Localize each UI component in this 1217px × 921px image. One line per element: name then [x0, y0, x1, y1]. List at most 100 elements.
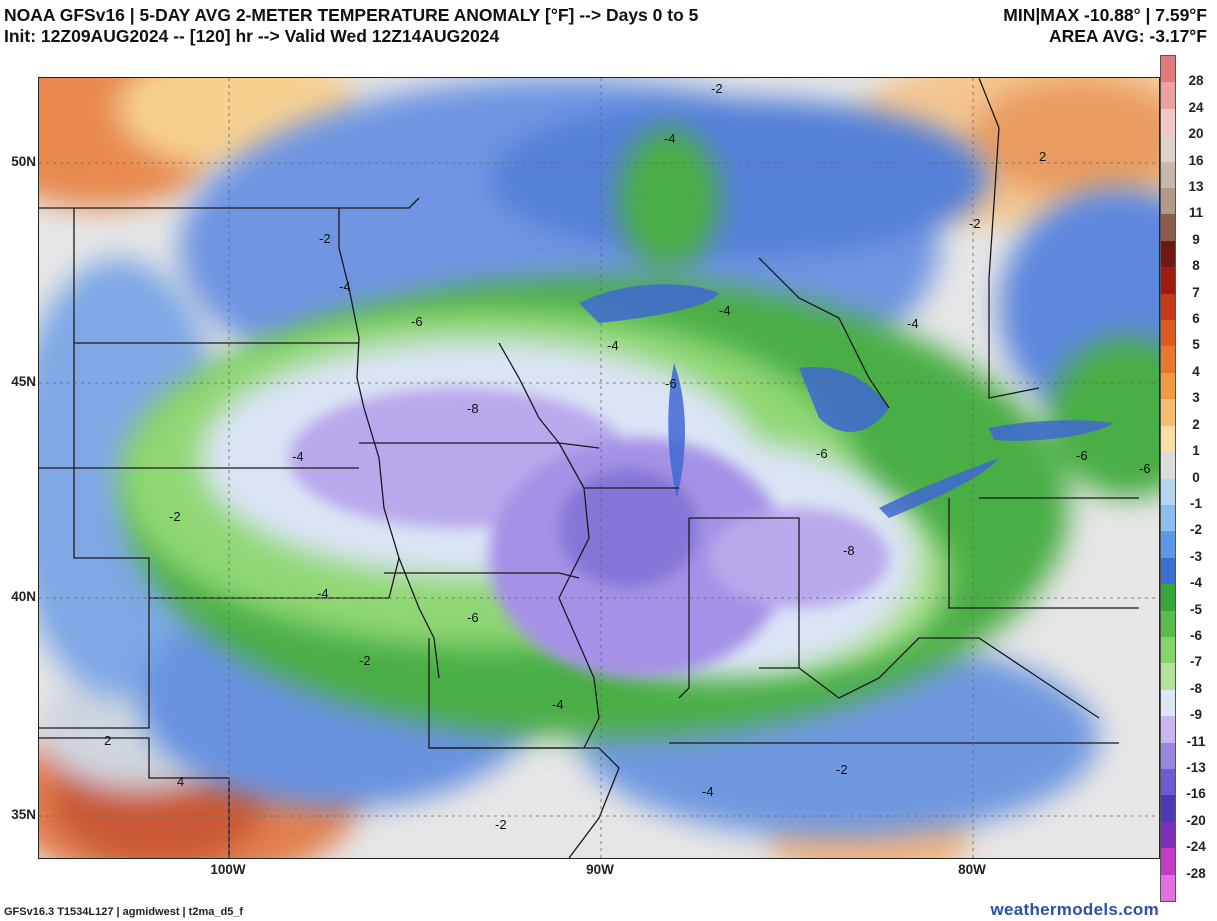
legend-swatch [1161, 610, 1175, 637]
legend-tick-label: -28 [1186, 865, 1206, 881]
political-boundaries [39, 78, 1139, 858]
legend-tick-label: -2 [1189, 522, 1202, 538]
anomaly-map: -2 -4 2 -2 -2 -4 -6 -4 -4 -4 -6 -8 -6 -6 -6 -4 -2 -8 -6 -2 -… [38, 77, 1160, 859]
lake-huron [799, 367, 889, 432]
legend-swatch [1161, 584, 1175, 611]
lake-superior [579, 284, 719, 323]
legend-swatch [1161, 372, 1175, 400]
legend-swatch [1161, 82, 1175, 109]
legend-tick-label: -3 [1189, 548, 1202, 564]
graticule [39, 78, 1159, 858]
contour-label: -4 [664, 131, 676, 146]
legend-swatch [1161, 240, 1175, 268]
contour-label: -4 [292, 449, 304, 464]
legend-swatch [1161, 504, 1175, 532]
legend-tick-label: -24 [1186, 839, 1206, 855]
state-line-va-wv [878, 637, 1100, 719]
contour-labels: -2 -4 2 -2 -2 -4 -6 -4 -4 -4 -6 -8 -6 -6 -6 -4 -2 -8 -6 -2 -… [104, 81, 1151, 832]
legend-tick-label: -16 [1186, 786, 1206, 802]
legend-tick-label: 24 [1188, 99, 1204, 115]
legend-swatch [1161, 636, 1175, 664]
legend-swatch [1161, 874, 1175, 901]
legend-tick-label: 8 [1192, 258, 1200, 274]
contour-label: -4 [552, 697, 564, 712]
state-line-pa-oh [948, 498, 1139, 609]
contour-label: -6 [1076, 448, 1088, 463]
lat-label-45n: 45N [11, 374, 36, 389]
legend-swatch [1161, 161, 1175, 189]
legend-tick-label: 5 [1192, 337, 1200, 353]
title-block: NOAA GFSv16 | 5-DAY AVG 2-METER TEMPERAT… [4, 5, 698, 47]
contour-label: -2 [495, 817, 507, 832]
state-line-tx-ok [39, 737, 230, 858]
lake-ontario [989, 420, 1114, 441]
contour-label: -4 [702, 784, 714, 799]
legend-swatch [1161, 320, 1175, 347]
legend-tick-label: 11 [1188, 205, 1204, 221]
state-line-ar [429, 747, 620, 858]
map-svg: -2 -4 2 -2 -2 -4 -6 -4 -4 -4 -6 -8 -6 -6 -6 -4 -2 -8 -6 -2 -… [39, 78, 1159, 858]
legend-swatch [1161, 531, 1175, 558]
legend-swatch [1161, 267, 1175, 294]
legend-swatch [1161, 135, 1175, 162]
legend-tick-label: 9 [1192, 231, 1200, 247]
lon-label-90w: 90W [586, 862, 614, 877]
contour-label: -2 [969, 216, 981, 231]
state-line-ny-canada [978, 78, 1040, 399]
title-line-1: NOAA GFSv16 | 5-DAY AVG 2-METER TEMPERAT… [4, 5, 699, 25]
contour-label: -2 [711, 81, 723, 96]
contour-label: -2 [836, 762, 848, 777]
legend-tick-label: 16 [1188, 152, 1204, 168]
area-avg-readout: AREA AVG: -3.17°F [1048, 26, 1207, 46]
legend-swatch [1161, 399, 1175, 426]
legend-swatch [1161, 56, 1175, 83]
legend-swatch [1161, 768, 1175, 796]
legend-tick-label: -5 [1189, 601, 1202, 617]
contour-label: -6 [816, 446, 828, 461]
mississippi-river [498, 342, 600, 749]
legend-tick-label: 0 [1192, 469, 1200, 485]
contour-label: 2 [1039, 149, 1046, 164]
legend-tick-label: 20 [1188, 126, 1204, 142]
legend-tick-label: 6 [1192, 311, 1200, 327]
lake-erie [879, 458, 999, 518]
model-info-footer: GFSv16.3 T1534L127 | agmidwest | t2ma_d5… [4, 906, 244, 918]
legend-swatch [1161, 108, 1175, 136]
legend-swatch [1161, 188, 1175, 215]
legend-swatch [1161, 557, 1175, 585]
legend-swatch [1161, 795, 1175, 822]
legend-swatch [1161, 478, 1175, 505]
legend-tick-label: -7 [1189, 654, 1202, 670]
legend-tick-label: -13 [1186, 759, 1206, 775]
us-canada-border [39, 197, 420, 209]
legend-tick-label: -1 [1189, 495, 1202, 511]
state-line-mt-wy [39, 208, 150, 729]
color-legend-bar [1160, 55, 1176, 902]
legend-tick-label: 2 [1192, 416, 1200, 432]
legend-tick-label: -11 [1186, 733, 1206, 749]
contour-label: -2 [319, 231, 331, 246]
state-line-mi-canada [758, 257, 890, 409]
legend-swatch [1161, 663, 1175, 690]
legend-tick-label: -9 [1189, 707, 1202, 723]
contour-label: -4 [317, 586, 329, 601]
contour-label: -6 [1139, 461, 1151, 476]
legend-swatch [1161, 689, 1175, 717]
legend-tick-label: 4 [1192, 363, 1200, 379]
contour-label: -4 [339, 279, 351, 294]
state-line-ia-mo [384, 572, 580, 579]
legend-swatch [1161, 848, 1175, 875]
title-line-2: Init: 12Z09AUG2024 -- [120] hr --> Valid… [4, 26, 500, 46]
legend-tick-label: 7 [1192, 284, 1200, 300]
legend-tick-label: -20 [1186, 812, 1206, 828]
contour-label: 4 [177, 774, 184, 789]
legend-swatch [1161, 821, 1175, 849]
legend-tick-label: -8 [1189, 680, 1202, 696]
contour-label: -6 [467, 610, 479, 625]
legend-swatch [1161, 742, 1175, 769]
state-line-west [338, 208, 440, 679]
water-bodies [579, 284, 1114, 518]
lon-label-100w: 100W [210, 862, 246, 877]
legend-swatch [1161, 214, 1175, 241]
contour-label: -6 [411, 314, 423, 329]
